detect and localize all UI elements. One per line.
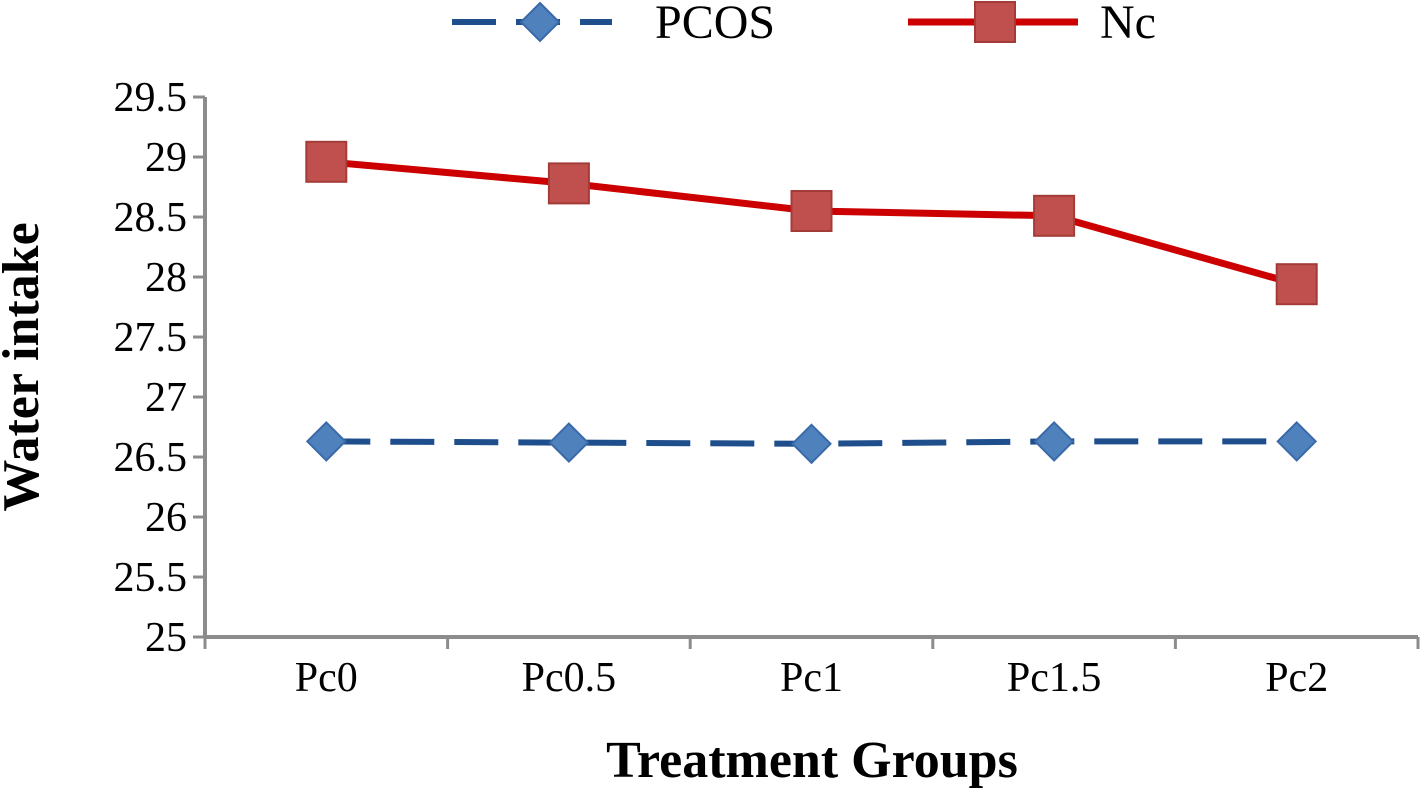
y-tick-label: 27 [145, 375, 187, 421]
x-axis-title: Treatment Groups [606, 732, 1018, 788]
x-tick-label: Pc0.5 [522, 655, 617, 701]
x-tick-label: Pc1.5 [1007, 655, 1102, 701]
legend-item-nc: Nc [908, 0, 1156, 49]
y-tick-label: 28.5 [114, 195, 188, 241]
legend: PCOS Nc [452, 0, 1156, 49]
series-nc [305, 140, 1318, 306]
data-point-pcos [1033, 420, 1075, 462]
y-tick-label: 25.5 [114, 555, 188, 601]
x-axis-ticks: Pc0 Pc0.5 Pc1 Pc1.5 Pc2 [203, 637, 1420, 701]
series-layer [305, 140, 1318, 465]
y-tick-label: 27.5 [114, 315, 188, 361]
x-tick-label: Pc0 [295, 655, 358, 701]
legend-item-pcos: PCOS [452, 0, 775, 49]
legend-label-pcos: PCOS [655, 0, 775, 49]
data-point-pcos [305, 420, 347, 462]
y-tick-label: 26.5 [114, 435, 188, 481]
data-point-pcos [1276, 420, 1318, 462]
x-tick-label: Pc2 [1265, 655, 1328, 701]
data-point-pcos [548, 422, 590, 464]
data-point-pcos [791, 423, 832, 465]
y-tick-label: 29.5 [114, 75, 188, 121]
data-point-nc [547, 162, 590, 205]
y-axis-ticks: 25 25.5 26 26.5 27 27.5 28 28.5 29 29.5 [114, 75, 205, 661]
y-tick-label: 26 [145, 495, 187, 541]
legend-swatch-pcos-marker [519, 1, 561, 43]
y-tick-label: 28 [145, 255, 187, 301]
series-pcos [305, 420, 1318, 465]
y-axis-title: Water intake [0, 222, 50, 511]
data-point-nc [790, 190, 833, 232]
y-tick-label: 25 [145, 615, 187, 661]
data-point-nc [305, 140, 348, 183]
legend-label-nc: Nc [1100, 0, 1156, 49]
data-point-nc [1033, 194, 1076, 237]
x-tick-label: Pc1 [780, 655, 843, 701]
y-tick-label: 29 [145, 135, 187, 181]
data-point-nc [1275, 263, 1318, 306]
legend-swatch-nc-marker [974, 1, 1016, 43]
